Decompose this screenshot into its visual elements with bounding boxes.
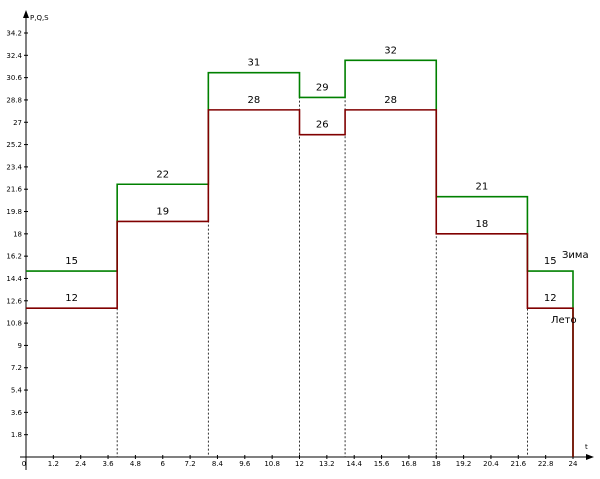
y-axis-label: P,Q,S bbox=[30, 14, 49, 22]
x-tick-label: 16.8 bbox=[401, 460, 417, 468]
x-ticks: 0 1.2 2.4 3.6 4.8 6 7.2 8.4 9.6 10.8 12 13.2 14.4 15.… bbox=[22, 455, 578, 468]
y-tick-label: 5.4 bbox=[11, 387, 23, 395]
x-tick-label: 0 bbox=[22, 460, 26, 468]
x-tick-label: 24 bbox=[569, 460, 578, 468]
x-tick-label: 8.4 bbox=[212, 460, 224, 468]
y-tick-label: 32.4 bbox=[6, 52, 22, 60]
data-label: 29 bbox=[316, 82, 329, 93]
series-name-summer: Лето bbox=[551, 315, 577, 326]
y-tick-label: 28.8 bbox=[6, 96, 22, 104]
data-label: 22 bbox=[156, 169, 169, 180]
chart-axes: P,Q,S t bbox=[20, 10, 594, 470]
y-ticks: 1.8 3.6 5.4 7.2 9 10.8 12.6 14.4 16.2 18 19.8 21.6 2… bbox=[6, 30, 28, 439]
data-label: 12 bbox=[65, 293, 78, 304]
x-tick-label: 9.6 bbox=[239, 460, 251, 468]
y-tick-label: 34.2 bbox=[6, 30, 22, 38]
data-label: 26 bbox=[316, 120, 329, 131]
y-tick-label: 1.8 bbox=[11, 431, 22, 439]
x-tick-label: 13.2 bbox=[319, 460, 335, 468]
x-axis-label: t bbox=[585, 443, 588, 451]
data-label: 15 bbox=[544, 256, 557, 267]
data-label: 28 bbox=[384, 95, 397, 106]
x-tick-label: 4.8 bbox=[130, 460, 141, 468]
y-tick-label: 7.2 bbox=[11, 364, 22, 372]
x-tick-label: 18 bbox=[432, 460, 441, 468]
x-tick-label: 22.8 bbox=[538, 460, 554, 468]
y-tick-label: 21.6 bbox=[6, 186, 22, 194]
x-tick-label: 20.4 bbox=[483, 460, 499, 468]
data-label: 28 bbox=[248, 95, 261, 106]
y-tick-label: 3.6 bbox=[11, 409, 23, 417]
data-labels: 15 22 31 29 32 21 15 12 19 28 26 28 18 12 bbox=[65, 45, 556, 304]
data-label: 31 bbox=[248, 58, 261, 69]
series-lines bbox=[26, 59, 574, 457]
series-line-1 bbox=[26, 109, 574, 457]
y-tick-label: 30.6 bbox=[6, 74, 22, 82]
x-tick-label: 15.6 bbox=[374, 460, 390, 468]
y-tick-label: 18 bbox=[13, 230, 22, 238]
y-tick-label: 9 bbox=[18, 342, 22, 350]
x-tick-label: 2.4 bbox=[75, 460, 87, 468]
x-axis-arrow bbox=[586, 454, 594, 460]
y-axis-arrow bbox=[23, 10, 29, 18]
x-tick-label: 21.6 bbox=[511, 460, 527, 468]
x-tick-label: 6 bbox=[161, 460, 166, 468]
y-tick-label: 23.4 bbox=[6, 163, 22, 171]
y-tick-label: 27 bbox=[13, 119, 22, 127]
x-tick-label: 19.2 bbox=[456, 460, 472, 468]
y-tick-label: 19.8 bbox=[6, 208, 22, 216]
y-tick-label: 14.4 bbox=[6, 275, 22, 283]
x-tick-label: 1.2 bbox=[48, 460, 59, 468]
x-tick-label: 12 bbox=[295, 460, 304, 468]
y-tick-label: 10.8 bbox=[6, 320, 22, 328]
y-tick-label: 16.2 bbox=[6, 253, 22, 261]
data-label: 18 bbox=[475, 219, 488, 230]
x-tick-label: 10.8 bbox=[264, 460, 280, 468]
y-tick-label: 25.2 bbox=[6, 141, 22, 149]
data-label: 12 bbox=[544, 293, 557, 304]
data-label: 21 bbox=[475, 182, 488, 193]
x-tick-label: 7.2 bbox=[185, 460, 196, 468]
series-name-winter: Зима bbox=[562, 250, 589, 261]
x-tick-label: 3.6 bbox=[102, 460, 114, 468]
y-tick-label: 12.6 bbox=[6, 297, 22, 305]
data-label: 32 bbox=[384, 45, 397, 56]
data-label: 15 bbox=[65, 256, 78, 267]
x-tick-label: 14.4 bbox=[346, 460, 362, 468]
data-label: 19 bbox=[156, 206, 169, 217]
